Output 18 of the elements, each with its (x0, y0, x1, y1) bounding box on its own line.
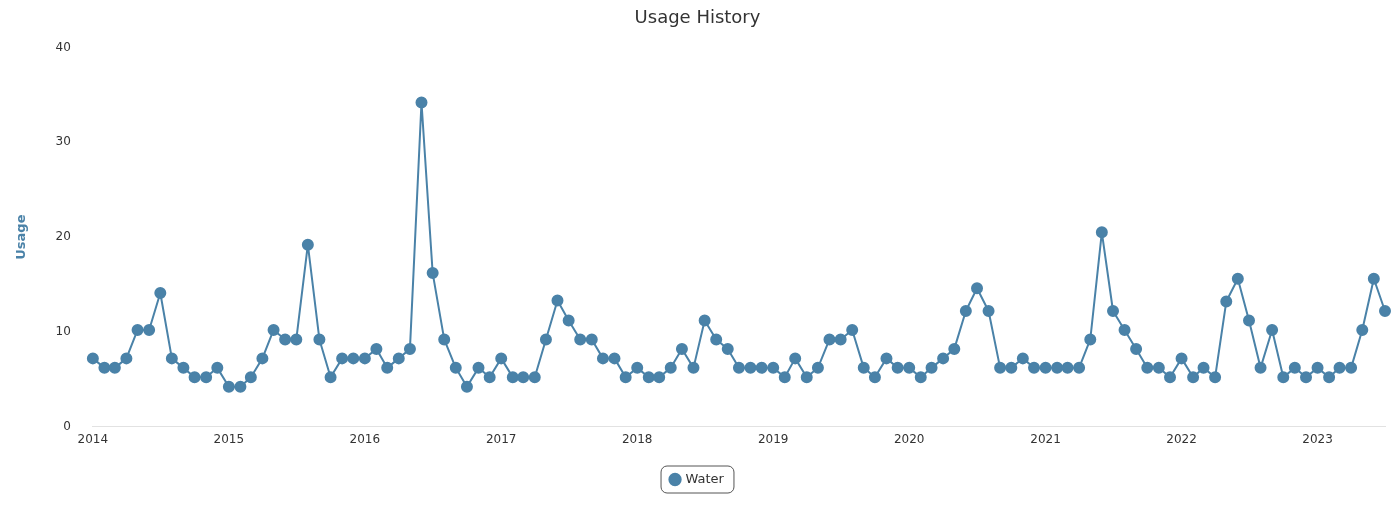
x-tick-label: 2015 (213, 431, 245, 446)
legend-label: Water (685, 470, 725, 486)
y-tick-label: 10 (55, 323, 71, 338)
y-axis-title: Usage (13, 214, 29, 260)
x-tick-label: 2020 (893, 431, 925, 446)
y-tick-label: 0 (63, 418, 71, 433)
x-tick-label: 2022 (1166, 431, 1197, 446)
x-tick-label: 2019 (757, 431, 789, 446)
x-tick-label: 2021 (1030, 431, 1061, 446)
y-tick-label: 40 (55, 39, 71, 54)
x-tick-label: 2023 (1302, 431, 1333, 446)
y-tick-label: 30 (55, 134, 71, 149)
y-tick-label: 20 (55, 229, 71, 244)
x-tick-label: 2018 (621, 431, 653, 446)
x-tick-label: 2017 (485, 431, 517, 446)
x-tick-label: 2016 (349, 431, 381, 446)
x-tick-label: 2014 (77, 431, 109, 446)
chart-title: Usage History (634, 6, 761, 28)
